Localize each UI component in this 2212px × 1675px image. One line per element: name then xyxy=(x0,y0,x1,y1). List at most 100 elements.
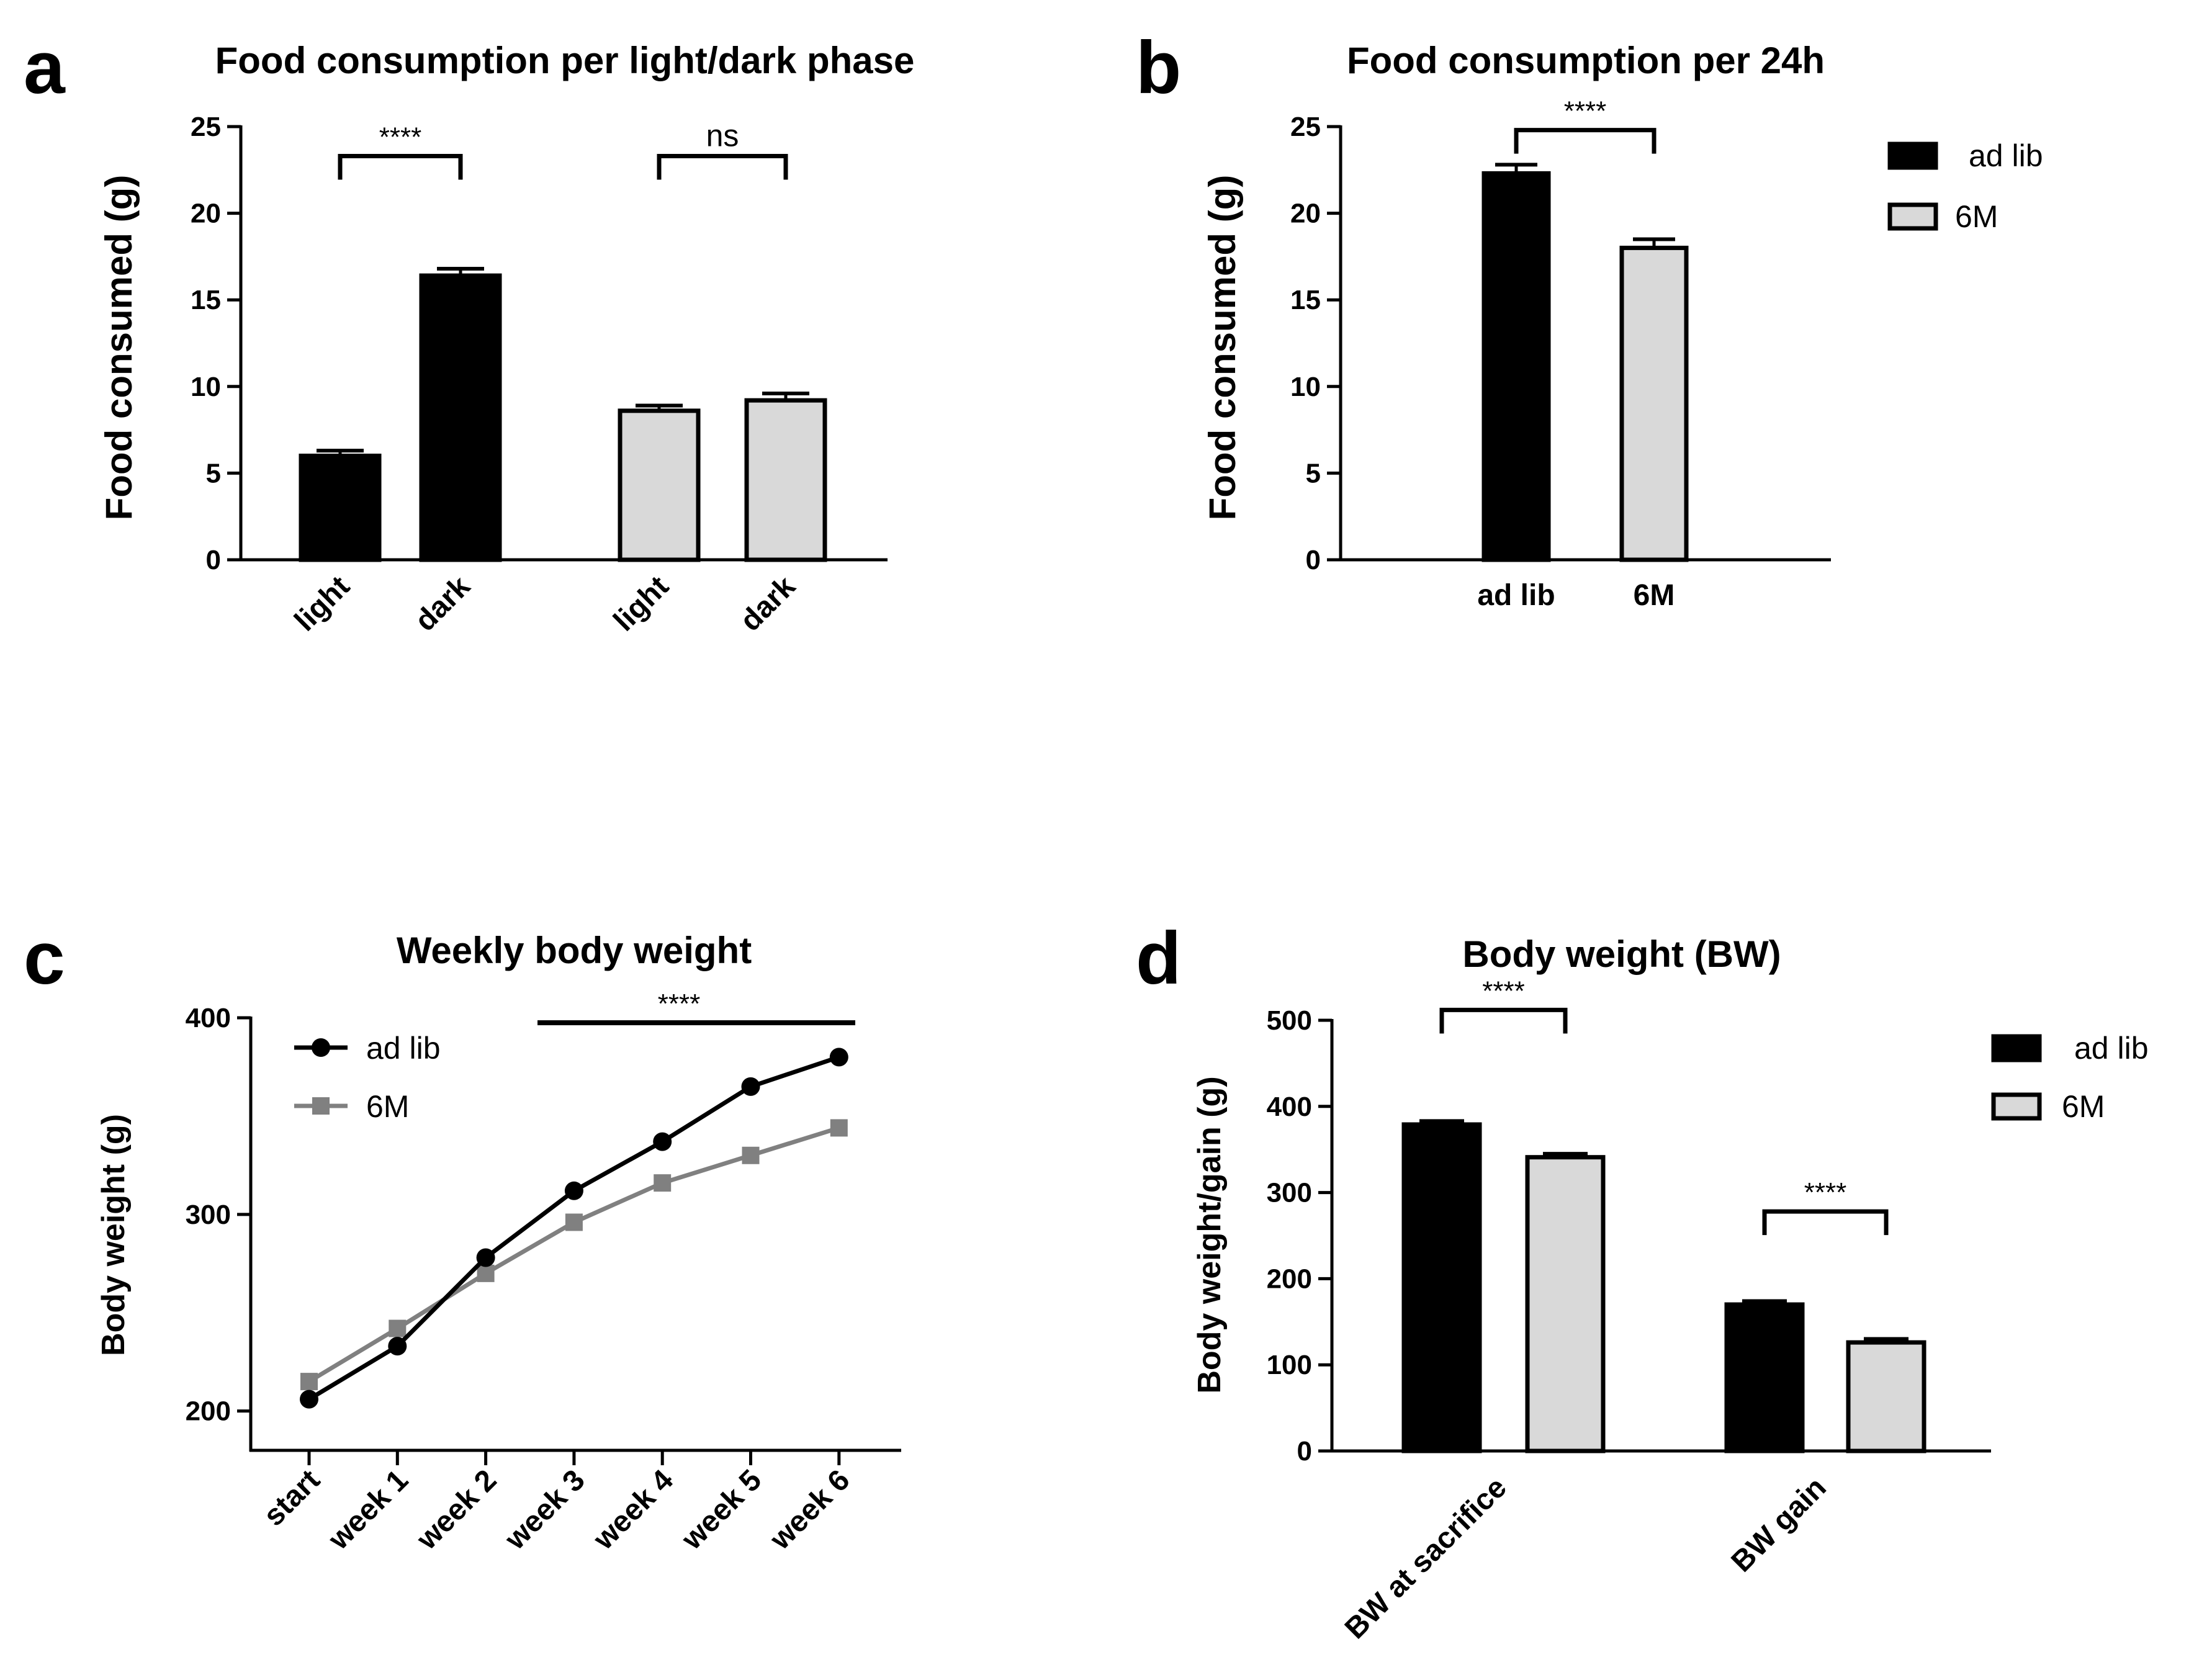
panel-b-x-category-label: ad lib xyxy=(1477,579,1555,612)
panel-c-x-category-label: week 3 xyxy=(498,1463,591,1556)
panel-c-point xyxy=(741,1077,760,1096)
panel-a-chart: Food consumption per light/dark phase Foo… xyxy=(98,40,914,637)
panel-d-x-category-label: BW at sacrifice xyxy=(1339,1471,1513,1645)
panel-c-point xyxy=(830,1119,848,1137)
panel-c-legend-marker xyxy=(312,1038,330,1057)
panel-c-legend-label: 6M xyxy=(366,1089,409,1124)
panel-c-point xyxy=(742,1146,760,1164)
panel-b-legend-label: 6M xyxy=(1955,199,1998,234)
panel-c-y-tick-label: 400 xyxy=(186,1003,231,1033)
panel-c-point xyxy=(565,1213,583,1231)
panel-a-significance-label: ns xyxy=(706,118,739,153)
panel-c-y-tick-label: 200 xyxy=(186,1396,231,1427)
panel-a-y-tick-label: 15 xyxy=(191,285,221,315)
panel-a-x-category-label: light xyxy=(289,570,356,637)
panel-b-y-tick-label: 5 xyxy=(1306,458,1321,488)
panel-c-point xyxy=(300,1390,318,1409)
panel-a-significance-label: **** xyxy=(379,122,422,152)
panel-c-point xyxy=(653,1132,672,1151)
panel-b-x-category-label: 6M xyxy=(1634,579,1675,612)
panel-b-chart: Food consumption per 24h Food consumed (g… xyxy=(1202,40,2043,612)
panel-a-title: Food consumption per light/dark phase xyxy=(215,40,915,81)
panel-c-point xyxy=(564,1181,583,1200)
panel-d-significance-bracket xyxy=(1762,1209,1889,1236)
panel-b-y-tick-label: 20 xyxy=(1290,199,1321,229)
panel-a-x-category-label: dark xyxy=(409,570,477,637)
panel-d-y-tick-label: 0 xyxy=(1297,1436,1312,1466)
panel-d-y-tick-label: 300 xyxy=(1267,1178,1312,1208)
panel-c-x-category-label: start xyxy=(258,1463,326,1532)
panel-c-point xyxy=(654,1174,672,1192)
panel-c-y-axis-label: Body weight (g) xyxy=(96,1114,132,1356)
panel-d-legend-swatch xyxy=(1991,1092,2042,1121)
panel-b-title: Food consumption per 24h xyxy=(1347,40,1825,81)
panel-d-bar xyxy=(1846,1340,1927,1453)
panel-d-y-tick-label: 400 xyxy=(1267,1092,1312,1122)
panel-d-y-tick-label: 200 xyxy=(1267,1264,1312,1294)
panel-c-title: Weekly body weight xyxy=(397,930,752,971)
panel-b-y-tick-label: 10 xyxy=(1290,372,1321,402)
panel-c-point xyxy=(829,1048,848,1067)
panel-d-significance-bracket xyxy=(1439,1007,1568,1034)
panel-c-x-category-label: week 4 xyxy=(587,1463,680,1556)
panel-b-bar xyxy=(1481,171,1551,562)
panel-c-legend-label: ad lib xyxy=(366,1031,441,1066)
panel-b-y-tick-label: 0 xyxy=(1306,545,1321,575)
panel-d-bar xyxy=(1724,1302,1805,1453)
panel-d-y-axis-label: Body weight/gain (g) xyxy=(1192,1076,1228,1393)
panel-c-significance-label: **** xyxy=(658,989,701,1019)
panel-letter-b: b xyxy=(1136,26,1181,109)
panel-c-chart: Weekly body weight Body weight (g) 200 300 4… xyxy=(96,930,901,1556)
panel-letter-a: a xyxy=(24,26,66,109)
panel-a-bar xyxy=(419,273,502,562)
panel-c-x-category-label: week 1 xyxy=(322,1463,415,1556)
panel-b-legend-label: ad lib xyxy=(1969,138,2043,173)
panel-a-significance-bracket xyxy=(338,153,463,180)
panel-d-y-tick-label: 500 xyxy=(1267,1005,1312,1036)
panel-b-y-axis-label: Food consumed (g) xyxy=(1202,175,1243,521)
panel-a-x-category-label: light xyxy=(608,570,675,637)
panel-c-y-tick-label: 300 xyxy=(186,1200,231,1230)
panel-c-x-category-label: week 5 xyxy=(675,1463,768,1556)
panel-a-y-tick-label: 0 xyxy=(206,545,221,575)
panel-d-bar xyxy=(1525,1155,1606,1453)
panel-letter-c: c xyxy=(24,917,65,1000)
panel-b-significance-bracket xyxy=(1514,128,1657,154)
panel-c-point xyxy=(389,1319,407,1337)
panel-d-title: Body weight (BW) xyxy=(1462,933,1781,975)
panel-d-bar xyxy=(1401,1122,1482,1453)
panel-a-y-tick-label: 25 xyxy=(191,112,221,142)
panel-b-y-tick-label: 25 xyxy=(1290,112,1321,142)
panel-d-y-tick-label: 100 xyxy=(1267,1350,1312,1380)
panel-a-y-tick-label: 10 xyxy=(191,372,221,402)
panel-c-point xyxy=(477,1264,495,1282)
panel-b-legend-swatch xyxy=(1887,141,1938,170)
panel-a-significance-bracket xyxy=(657,153,788,180)
panel-letter-d: d xyxy=(1136,917,1181,1000)
panel-a-bar xyxy=(299,453,382,562)
panel-b-significance-label: **** xyxy=(1564,96,1607,127)
panel-a-bar xyxy=(618,408,701,562)
panel-d-legend-swatch xyxy=(1991,1034,2042,1062)
panel-c-x-category-label: week 2 xyxy=(410,1463,503,1556)
panel-a-x-category-label: dark xyxy=(734,570,802,637)
panel-a-y-tick-label: 5 xyxy=(206,458,221,488)
panel-d-significance-label: **** xyxy=(1482,976,1525,1006)
panel-a-bar xyxy=(744,398,827,562)
panel-c-point xyxy=(388,1337,407,1356)
panel-c-point xyxy=(300,1373,318,1391)
panel-b-bar xyxy=(1619,245,1689,562)
panel-c-legend-marker xyxy=(312,1097,330,1115)
panel-a-y-tick-label: 20 xyxy=(191,199,221,229)
panel-c-x-category-label: week 6 xyxy=(763,1463,856,1556)
panel-a-y-axis-label: Food consumed (g) xyxy=(98,175,140,521)
panel-d-significance-label: **** xyxy=(1804,1177,1847,1208)
panel-d-x-category-label: BW gain xyxy=(1725,1471,1833,1578)
panel-c-point xyxy=(476,1248,495,1267)
panel-d-legend-label: ad lib xyxy=(2074,1031,2149,1066)
panel-b-y-tick-label: 15 xyxy=(1290,285,1321,315)
panel-b-legend-swatch xyxy=(1887,202,1938,231)
panel-d-chart: Body weight (BW) Body weight/gain (g) 0 100… xyxy=(1192,933,2149,1645)
panel-d-legend-label: 6M xyxy=(2062,1089,2105,1124)
